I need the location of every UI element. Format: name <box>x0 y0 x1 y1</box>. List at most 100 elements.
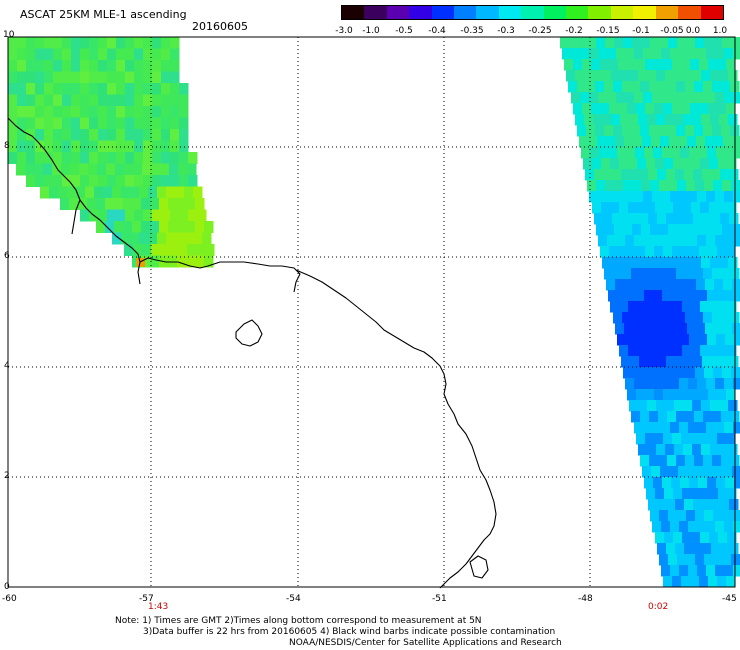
swath-cell <box>17 106 27 118</box>
swath-cell <box>589 92 599 104</box>
swath-cell <box>26 94 36 107</box>
swath-cell <box>646 202 656 214</box>
swath-cell <box>116 83 126 95</box>
swath-cell <box>71 83 81 95</box>
swath-cell <box>632 37 642 49</box>
swath-cell <box>720 499 730 511</box>
swath-cell <box>116 209 126 222</box>
colorbar-label: -0.1 <box>632 26 650 36</box>
swath-cell <box>690 59 700 71</box>
swath-cell <box>668 367 678 379</box>
swath-cell <box>16 163 26 176</box>
swath-cell <box>17 71 27 84</box>
swath-cell <box>695 180 705 192</box>
swath-cell <box>188 152 198 164</box>
swath-cell <box>152 152 162 164</box>
x-tick-label: -54 <box>286 594 301 604</box>
swath-cell <box>704 37 714 49</box>
swath-cell <box>644 147 654 159</box>
swath-cell <box>116 106 126 118</box>
swath-cell <box>675 499 685 511</box>
swath-cell <box>728 70 738 82</box>
swath-cell <box>638 70 648 82</box>
swath-cell <box>591 59 601 71</box>
swath-cell <box>697 565 707 577</box>
swath-cell <box>679 422 689 434</box>
swath-cell <box>718 301 728 313</box>
swath-cell <box>685 312 695 324</box>
swath-cell <box>573 103 583 115</box>
swath-cell <box>71 60 81 72</box>
swath-cell <box>613 268 623 280</box>
swath-cell <box>89 94 99 107</box>
swath-cell <box>684 356 694 368</box>
swath-cell <box>186 198 196 210</box>
colorbar-swatch <box>476 6 499 19</box>
swath-cell <box>663 433 673 445</box>
swath-cell <box>607 92 617 104</box>
swath-cell <box>35 175 45 187</box>
swath-cell <box>711 169 721 181</box>
swath-cell <box>586 81 596 93</box>
swath-cell <box>664 301 674 313</box>
swath-cell <box>622 312 632 324</box>
swath-cell <box>596 224 606 236</box>
swath-cell <box>589 191 599 203</box>
swath-cell <box>713 37 723 49</box>
swath-cell <box>685 125 695 137</box>
swath-cell <box>148 232 158 245</box>
swath-cell <box>672 389 682 401</box>
swath-cell <box>657 499 667 511</box>
swath-cell <box>177 198 187 210</box>
swath-cell <box>633 279 643 291</box>
swath-cell <box>648 356 658 368</box>
swath-cell <box>665 70 675 82</box>
swath-cell <box>580 48 590 60</box>
swath-cell <box>623 37 633 49</box>
swath-cell <box>659 510 669 522</box>
swath-cell <box>653 334 663 346</box>
swath-cell <box>562 48 572 60</box>
swath-cell <box>80 37 90 49</box>
swath-cell <box>584 114 594 126</box>
swath-cell <box>605 180 615 192</box>
swath-cell <box>733 235 740 247</box>
swath-cell <box>687 279 697 291</box>
swath-cell <box>619 158 629 170</box>
swath-cell <box>98 83 108 95</box>
swath-cell <box>692 70 702 82</box>
swath-cell <box>595 81 605 93</box>
swath-cell <box>134 117 144 130</box>
swath-cell <box>170 94 180 107</box>
swath-cell <box>676 455 686 467</box>
swath-cell <box>62 140 72 153</box>
swath-cell <box>715 48 725 60</box>
swath-cell <box>607 191 617 203</box>
swath-cell <box>679 378 689 390</box>
swath-cell <box>677 510 687 522</box>
swath-cell <box>685 455 695 467</box>
swath-cell <box>699 576 709 588</box>
swath-cell <box>96 198 106 210</box>
swath-cell <box>725 290 735 302</box>
swath-cell <box>726 576 736 588</box>
swath-cell <box>719 70 729 82</box>
swath-cell <box>619 345 629 357</box>
swath-cell <box>666 543 676 555</box>
swath-cell <box>642 279 652 291</box>
swath-cell <box>71 175 81 187</box>
swath-cell <box>686 554 696 566</box>
swath-cell <box>43 163 53 176</box>
swath-cell <box>89 175 99 187</box>
swath-cell <box>724 378 734 390</box>
swath-cell <box>116 48 126 61</box>
swath-cell <box>715 378 725 390</box>
swath-cell <box>8 152 18 164</box>
swath-cell <box>53 152 63 164</box>
swath-cell <box>670 565 680 577</box>
swath-cell <box>569 37 579 49</box>
swath-cell <box>667 81 677 93</box>
swath-cell <box>571 48 581 60</box>
swath-cell <box>634 191 644 203</box>
swath-cell <box>627 389 637 401</box>
